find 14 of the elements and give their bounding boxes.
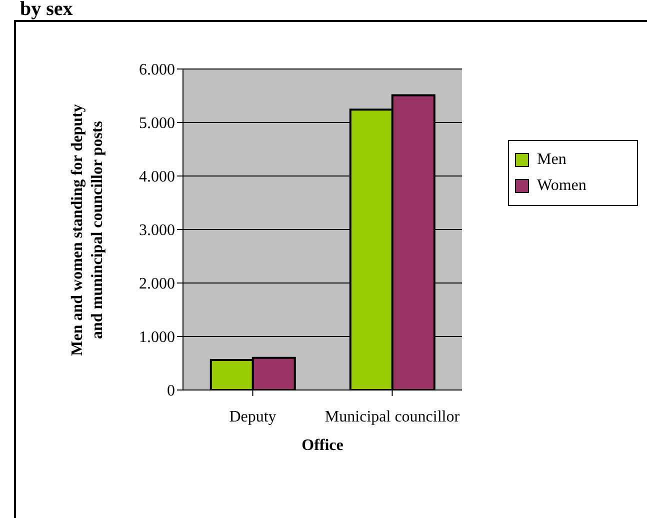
- y-axis-title: Men and women standing for deputy and munincipal councillor posts: [68, 103, 107, 358]
- y-tick-label: 0: [167, 382, 175, 400]
- legend-label: Women: [537, 176, 586, 196]
- x-axis-title: Office: [302, 437, 344, 454]
- y-tick-label: 5.000: [139, 115, 175, 132]
- y-tick-label: 6.000: [139, 62, 175, 79]
- x-tick-label: Deputy: [229, 408, 276, 426]
- y-tick-label: 2.000: [139, 276, 175, 293]
- y-tick-label: 1.000: [139, 329, 175, 346]
- y-tick-label: 4.000: [139, 168, 175, 186]
- chart-title: by sex: [20, 0, 73, 21]
- y-tick-label: 3.000: [139, 222, 175, 240]
- x-tick-label: Municipal councillor: [324, 408, 460, 426]
- legend-label: Men: [537, 150, 566, 170]
